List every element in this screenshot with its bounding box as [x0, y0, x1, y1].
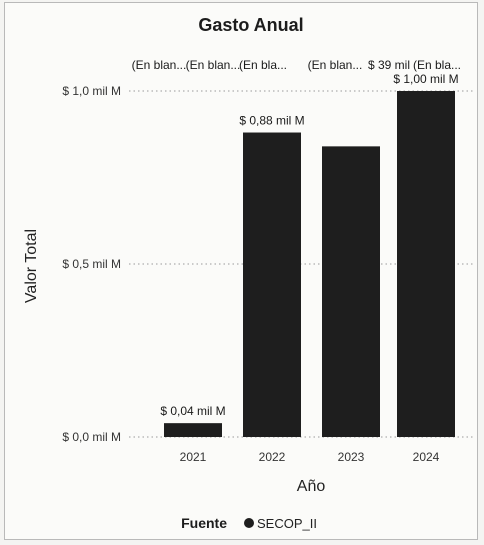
data-label-2024: $ 1,00 mil M — [393, 72, 458, 86]
x-tick-label-2021: 2021 — [180, 450, 207, 464]
x-tick-label-2022: 2022 — [259, 450, 286, 464]
y-axis-title: Valor Total — [23, 229, 40, 303]
top-annotation-0: (En blan... — [132, 58, 187, 72]
top-annotation-4: $ 39 mil — [368, 58, 410, 72]
top-annotation-2: (En bla... — [239, 58, 287, 72]
y-tick-label-0: $ 0,0 mil M — [62, 430, 121, 444]
x-tick-label-2023: 2023 — [338, 450, 365, 464]
top-annotations: (En blan... (En blan...(En bla... (En blan… — [132, 58, 461, 72]
legend-swatch-secop — [244, 518, 254, 528]
x-tick-label-2024: 2024 — [413, 450, 440, 464]
chart-frame: Gasto Anual (En blan... (En blan... (En bl… — [4, 2, 478, 540]
data-label-2022: $ 0,88 mil M — [239, 114, 304, 128]
top-annotation-3: (En blan... — [308, 58, 363, 72]
top-annotation-5: (En bla... — [413, 58, 461, 72]
bar-chart: Gasto Anual (En blan... (En blan...(En bl… — [23, 15, 475, 531]
bars — [164, 91, 455, 438]
x-axis-ticks: 2021 2022 2023 2024 — [180, 450, 440, 464]
legend-item-secop[interactable]: SECOP_II — [257, 516, 317, 531]
legend: Fuente SECOP_II — [181, 515, 317, 531]
bar-2021[interactable] — [164, 423, 222, 437]
bar-2023[interactable] — [322, 146, 380, 438]
data-label-2021: $ 0,04 mil M — [160, 404, 225, 418]
y-tick-label-1: $ 0,5 mil M — [62, 257, 121, 271]
y-tick-label-2: $ 1,0 mil M — [62, 84, 121, 98]
bar-2022[interactable] — [243, 132, 301, 437]
y-axis-ticks: $ 0,0 mil M $ 0,5 mil M $ 1,0 mil M — [62, 84, 121, 444]
chart-title: Gasto Anual — [198, 15, 303, 35]
bar-2024[interactable] — [397, 91, 455, 437]
legend-title: Fuente — [181, 515, 227, 531]
bar-data-labels: $ 0,04 mil M $ 0,88 mil M $ 1,00 mil M — [160, 72, 458, 418]
top-annotation-1: (En blan... — [186, 58, 241, 72]
x-axis-title: Año — [297, 478, 326, 495]
